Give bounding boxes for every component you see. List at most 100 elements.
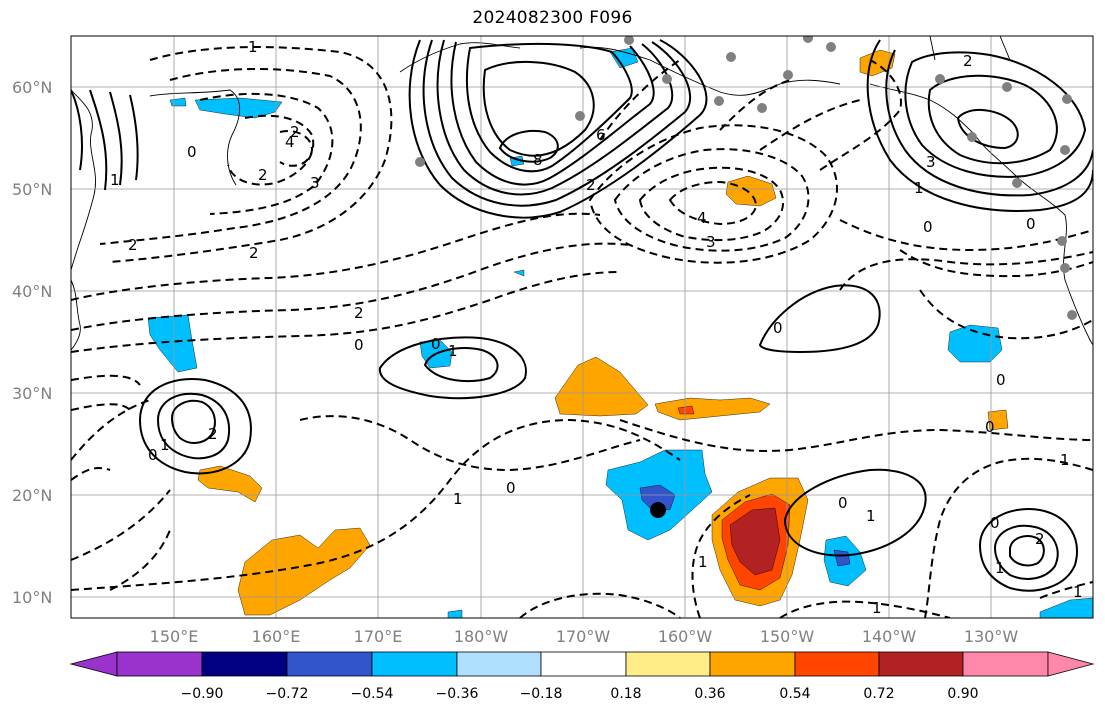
contour-label: 2 — [249, 244, 259, 262]
negative-patch — [513, 269, 525, 277]
positive-patch — [725, 175, 777, 207]
lat-label: 30°N — [12, 384, 52, 403]
lon-label: 150°E — [150, 627, 199, 646]
contour-label: 3 — [706, 233, 716, 251]
lon-label: 160°W — [658, 627, 713, 646]
contour-label: 2 — [290, 123, 300, 141]
contour-label: 0 — [187, 143, 197, 161]
negative-patch — [609, 47, 639, 69]
contour-label: 0 — [985, 418, 995, 436]
contour-label: 1 — [914, 179, 924, 197]
contour-label: 0 — [506, 479, 516, 497]
colorbar-tick-label: 0.36 — [694, 686, 725, 702]
contour-label: 0 — [1026, 215, 1036, 233]
colorbar-tick-label: −0.54 — [351, 686, 394, 702]
contour-label: 2 — [586, 176, 596, 194]
map-background — [71, 36, 1093, 618]
colorbar — [69, 651, 1095, 677]
lat-label: 50°N — [12, 180, 52, 199]
target-point-marker — [650, 502, 666, 518]
contour-label: 2 — [963, 52, 973, 70]
positive-patch — [554, 356, 649, 417]
solid-contours — [71, 39, 1093, 592]
contour-label: 0 — [773, 319, 783, 337]
colorbar-segment — [371, 651, 458, 677]
lat-label: 60°N — [12, 78, 52, 97]
contour-label: 1 — [872, 599, 882, 617]
lat-label: 10°N — [12, 588, 52, 607]
lon-label: 180°W — [454, 627, 509, 646]
colorbar-tick-label: 0.18 — [610, 686, 641, 702]
station-markers — [415, 36, 1077, 518]
colorbar-tick-label: 0.90 — [947, 686, 978, 702]
contour-label: 0 — [431, 335, 441, 353]
contour-label: 3 — [926, 153, 936, 171]
contour-label: 0 — [996, 371, 1006, 389]
lat-label: 20°N — [12, 486, 52, 505]
dashed-contours — [71, 46, 1093, 618]
negative-patch-strong — [833, 549, 851, 567]
negative-patch — [147, 314, 198, 373]
colorbar-ticks: −0.90 −0.72 −0.54 −0.36 −0.18 0.18 0.36 … — [181, 686, 979, 702]
contour-label: 0 — [990, 514, 1000, 532]
contour-label: 1 — [248, 38, 258, 56]
contour-label: 4 — [285, 133, 295, 151]
contour-label: 6 — [596, 126, 606, 144]
contour-label: 1 — [110, 171, 120, 189]
colorbar-segment — [540, 651, 627, 677]
colorbar-extend-high — [1047, 651, 1095, 677]
map-title: 2024082300 F096 — [472, 8, 633, 28]
positive-patch-red — [677, 405, 695, 415]
colorbar-segment — [962, 651, 1049, 677]
contour-label: 2 — [208, 425, 218, 443]
colorbar-tick-label: −0.90 — [181, 686, 224, 702]
lon-label: 160°E — [252, 627, 301, 646]
colorbar-segment — [625, 651, 711, 677]
contour-label: 1 — [698, 553, 708, 571]
contour-label: 0 — [148, 446, 158, 464]
latitude-labels: 60°N 50°N 40°N 30°N 20°N 10°N — [12, 78, 52, 607]
colorbar-segment — [286, 651, 373, 677]
contour-label: 1 — [448, 342, 458, 360]
contour-label: 4 — [697, 209, 707, 227]
colorbar-segment — [456, 651, 542, 677]
contour-label: 1 — [160, 436, 170, 454]
contour-label: 0 — [838, 494, 848, 512]
longitude-labels: 150°E 160°E 170°E 180°W 170°W 160°W 150°… — [150, 627, 1019, 646]
colorbar-extend-low — [69, 651, 118, 677]
colorbar-tick-label: −0.36 — [436, 686, 479, 702]
colorbar-segment — [709, 651, 796, 677]
contour-labels: 1 2 3 0 2 1 2 2 6 8 2 2 3 1 0 0 4 3 2 0 … — [110, 38, 1083, 617]
lon-label: 170°W — [556, 627, 611, 646]
contour-label: 1 — [866, 507, 876, 525]
map-frame — [70, 35, 1094, 619]
contour-label: 2 — [354, 304, 364, 322]
positive-patch — [987, 409, 1009, 431]
negative-patch-strong — [639, 484, 676, 511]
contour-label: 3 — [310, 174, 320, 192]
colorbar-segment — [201, 651, 288, 677]
contour-label: 2 — [128, 236, 138, 254]
positive-patch-darkred — [729, 507, 781, 576]
contour-label: 2 — [1035, 530, 1045, 548]
contour-label: 1 — [453, 490, 463, 508]
contour-label: 0 — [354, 336, 364, 354]
negative-patch — [447, 609, 463, 618]
colorbar-tick-label: −0.72 — [266, 686, 309, 702]
positive-patch — [654, 397, 771, 421]
colorbar-segment — [116, 651, 203, 677]
colorbar-tick-label: −0.18 — [520, 686, 563, 702]
contour-label: 2 — [258, 166, 268, 184]
contour-label: 1 — [1073, 583, 1083, 601]
contour-label: 8 — [533, 151, 543, 169]
colorbar-segment — [878, 651, 964, 677]
contour-label: 0 — [923, 218, 933, 236]
positive-patch — [197, 465, 263, 503]
contour-label: 1 — [995, 559, 1005, 577]
lon-label: 140°W — [862, 627, 917, 646]
lon-label: 170°E — [354, 627, 403, 646]
lon-label: 150°W — [760, 627, 815, 646]
colorbar-tick-label: 0.72 — [863, 686, 894, 702]
negative-patch — [1039, 597, 1093, 618]
